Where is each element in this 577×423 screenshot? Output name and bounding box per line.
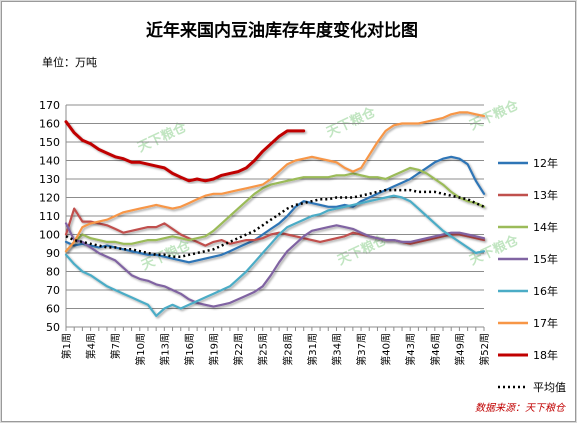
- y-tick-label: 160: [39, 118, 60, 131]
- source-note: 数据来源：天下粮仓: [475, 402, 566, 414]
- y-tick-label: 150: [39, 136, 60, 149]
- legend-label: 17年: [533, 316, 558, 330]
- legend-label: 18年: [533, 348, 558, 362]
- y-tick-label: 60: [46, 303, 60, 316]
- x-tick-label: 第46周: [429, 333, 442, 366]
- y-tick-label: 100: [39, 229, 60, 242]
- x-tick-label: 第22周: [232, 333, 245, 366]
- y-tick-label: 170: [39, 99, 60, 112]
- y-tick-label: 110: [39, 210, 60, 223]
- series-line-2: [64, 166, 486, 253]
- watermark-text: 天下粮仓: [135, 119, 190, 156]
- x-tick-label: 第1周: [60, 333, 73, 359]
- series-line-0: [64, 155, 486, 264]
- series-line-7: [65, 188, 485, 258]
- y-tick-label: 50: [46, 321, 60, 334]
- series-lines: [64, 111, 486, 317]
- legend-label: 16年: [533, 284, 558, 298]
- x-tick-label: 第49周: [453, 333, 466, 366]
- x-tick-label: 第25周: [257, 333, 270, 366]
- y-tick-label: 90: [46, 247, 60, 260]
- series-line-5: [64, 111, 486, 253]
- series-line-3: [64, 222, 486, 308]
- y-tick-label: 70: [46, 284, 60, 297]
- x-tick-label: 第16周: [183, 333, 196, 366]
- chart-title: 近年来国内豆油库存年度变化对比图: [146, 20, 418, 41]
- x-tick-label: 第40周: [380, 333, 393, 366]
- unit-label: 单位：万吨: [42, 55, 97, 69]
- x-tick-label: 第43周: [404, 333, 417, 366]
- y-tick-label: 120: [39, 192, 60, 205]
- watermark-text: 天下粮仓: [324, 104, 379, 141]
- x-tick-label: 第28周: [281, 333, 294, 366]
- y-tick-label: 140: [39, 155, 60, 168]
- x-tick-label: 第52周: [478, 333, 491, 366]
- series-line-1: [64, 207, 486, 247]
- x-tick-label: 第7周: [109, 333, 122, 359]
- legend-label: 13年: [533, 188, 558, 202]
- legend-label: 平均值: [533, 381, 566, 394]
- x-tick-label: 第13周: [158, 333, 171, 366]
- x-tick-label: 第37周: [355, 333, 368, 366]
- x-tick-label: 第4周: [85, 333, 98, 359]
- y-axis-ticks: 50 60 70 80 90 100 110 120 130 140 150 160 170: [39, 99, 60, 334]
- x-tick-label: 第31周: [306, 333, 319, 366]
- x-tick-label: 第19周: [208, 333, 221, 366]
- legend-label: 12年: [533, 156, 558, 170]
- y-tick-label: 80: [46, 266, 60, 279]
- x-axis-ticks: 第1周 第4周 第7周 第10周 第13周 第16周 第19周 第22周 第25周 第28周 第31…: [60, 327, 491, 366]
- x-tick-label: 第10周: [134, 333, 147, 366]
- legend-label: 15年: [533, 252, 558, 266]
- x-tick-label: 第34周: [330, 333, 343, 366]
- series-line-4: [64, 194, 486, 317]
- series-line-6: [64, 120, 306, 183]
- y-tick-label: 130: [39, 173, 60, 186]
- legend-label: 14年: [533, 220, 558, 234]
